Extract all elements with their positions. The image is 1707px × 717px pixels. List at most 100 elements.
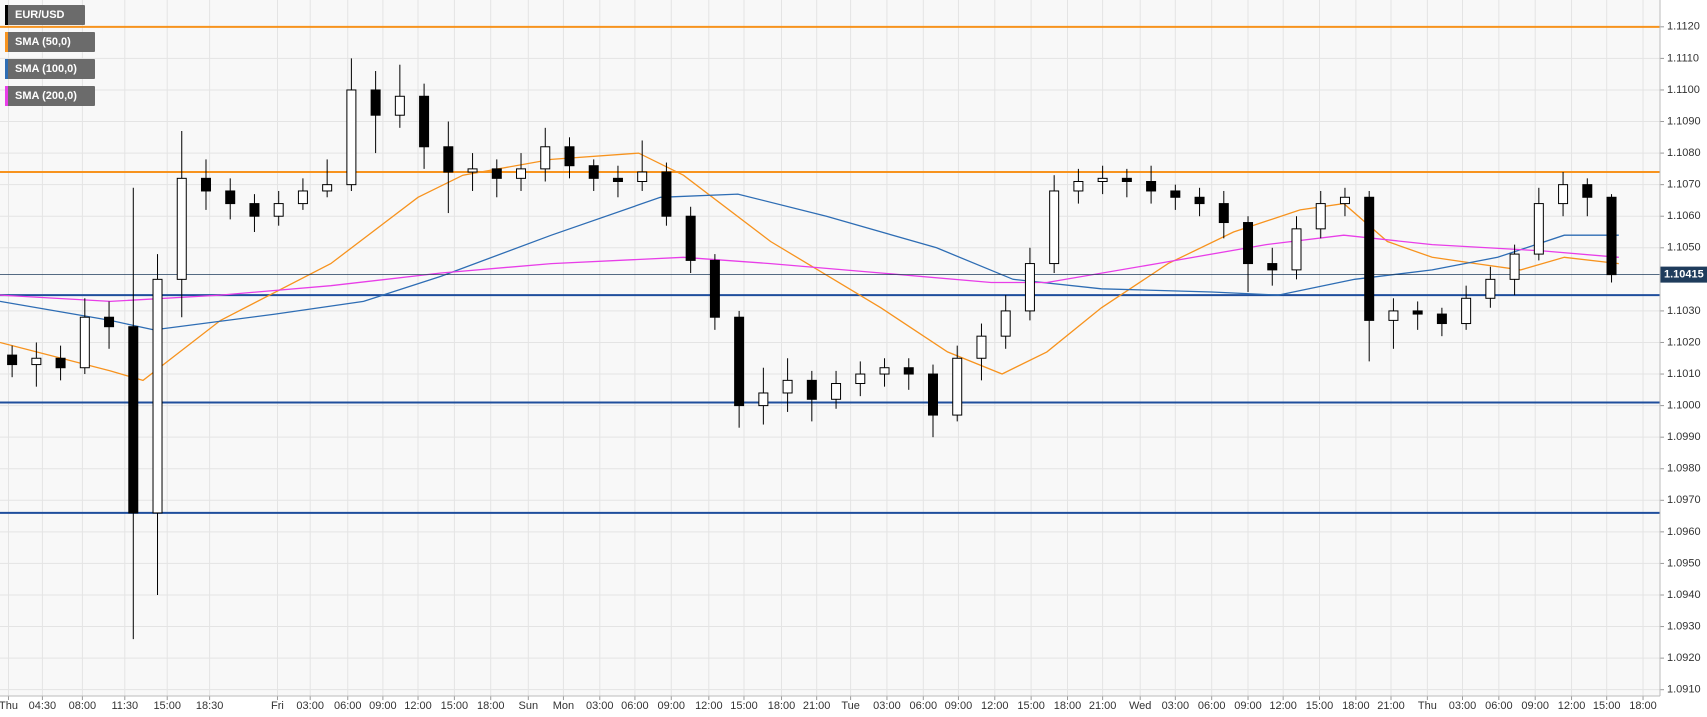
- x-tick-label: Thu: [0, 700, 18, 712]
- candle-body: [1509, 253, 1520, 280]
- x-tick-label: Wed: [1129, 700, 1151, 712]
- x-tick-label: 15:00: [1593, 700, 1621, 712]
- x-tick-label: 06:00: [1485, 700, 1513, 712]
- legend-swatch: [5, 5, 8, 25]
- x-tick-label: 06:00: [621, 700, 649, 712]
- x-tick-label: 15:00: [1017, 700, 1045, 712]
- x-tick-label: 18:30: [196, 700, 224, 712]
- candle-body: [1097, 177, 1108, 182]
- candle-body: [7, 354, 18, 366]
- legend-box: [5, 32, 95, 52]
- candle-body: [782, 379, 793, 394]
- x-tick-label: 15:00: [1306, 700, 1334, 712]
- x-tick-label: 04:30: [29, 700, 57, 712]
- candle-body: [952, 357, 963, 416]
- candle-body: [1606, 196, 1617, 276]
- candle-body: [1218, 203, 1229, 224]
- x-tick-label: 18:00: [1054, 700, 1082, 712]
- candle-body: [55, 357, 66, 369]
- candle-body: [1315, 203, 1326, 230]
- x-tick-label: 06:00: [334, 700, 362, 712]
- y-tick-label: 1.1000: [1667, 400, 1701, 412]
- candle-body: [612, 177, 623, 182]
- legend-swatch: [5, 86, 8, 106]
- candle-body: [249, 203, 260, 217]
- last-price-box: [1660, 266, 1707, 283]
- candle-body: [1267, 263, 1278, 271]
- x-tick-label: 18:00: [1629, 700, 1657, 712]
- candle-body: [1339, 196, 1350, 205]
- candle-body: [588, 165, 599, 179]
- y-tick-label: 1.1120: [1667, 21, 1700, 33]
- candle-body: [516, 168, 527, 179]
- candle-body: [734, 316, 745, 407]
- candle-body: [879, 367, 890, 375]
- legend: EUR/USD SMA (50,0) SMA (100,0) SMA (200,0): [5, 5, 95, 106]
- candle-body: [855, 373, 866, 385]
- grid: [0, 0, 1660, 696]
- x-tick-label: 06:00: [910, 700, 938, 712]
- x-tick-label: 18:00: [1342, 700, 1370, 712]
- x-tick-label: 03:00: [1162, 700, 1190, 712]
- legend-box: [5, 59, 95, 79]
- x-tick-label: 12:00: [981, 700, 1009, 712]
- x-tick-label: 03:00: [586, 700, 614, 712]
- candle-body: [176, 177, 187, 280]
- candle-body: [1412, 310, 1423, 315]
- legend-box: [5, 86, 95, 106]
- x-tick-label: 09:00: [945, 700, 973, 712]
- candle-body: [1194, 196, 1205, 205]
- x-tick-label: 15:00: [730, 700, 758, 712]
- candle-body: [79, 316, 90, 369]
- x-tick-label: 09:00: [1234, 700, 1262, 712]
- x-tick-label: 12:00: [404, 700, 432, 712]
- x-tick-label: 18:00: [768, 700, 796, 712]
- x-tick-label: 15:00: [441, 700, 469, 712]
- candle-body: [200, 177, 211, 192]
- candle-body: [322, 184, 333, 192]
- candle-body: [831, 383, 842, 400]
- x-tick-label: 09:00: [369, 700, 397, 712]
- x-tick-label: 12:00: [1269, 700, 1297, 712]
- candle-body: [1049, 190, 1060, 265]
- candle-body: [273, 203, 284, 217]
- candle-body: [1243, 222, 1254, 265]
- candle-body: [1533, 203, 1544, 255]
- legend-label: SMA (100,0): [15, 63, 77, 75]
- candle-body: [903, 367, 914, 375]
- legend-box: [5, 5, 85, 25]
- x-tick-label: 21:00: [1089, 700, 1117, 712]
- x-tick-label: 03:00: [1449, 700, 1477, 712]
- candle-body: [1436, 313, 1447, 325]
- candle-body: [346, 89, 357, 186]
- legend-swatch: [5, 32, 8, 52]
- x-tick-label: 21:00: [1377, 700, 1405, 712]
- candle-body: [1364, 196, 1375, 321]
- candle-body: [394, 95, 405, 116]
- y-tick-label: 1.0980: [1667, 463, 1701, 475]
- candle-body: [564, 146, 575, 167]
- candles: [0, 58, 1660, 640]
- x-tick-label: 11:30: [111, 700, 138, 712]
- y-tick-label: 1.1030: [1667, 305, 1701, 317]
- candle-body: [806, 379, 817, 400]
- candle-body: [1000, 310, 1011, 337]
- candle-body: [976, 335, 987, 359]
- candle-body: [1146, 180, 1157, 192]
- y-tick-label: 1.0910: [1667, 684, 1701, 696]
- candle-body: [1461, 297, 1472, 325]
- x-tick-label: Thu: [1418, 700, 1437, 712]
- x-tick-label: 09:00: [658, 700, 686, 712]
- y-tick-label: 1.1100: [1667, 84, 1700, 96]
- x-tick-label: 18:00: [477, 700, 505, 712]
- candle-body: [225, 190, 236, 205]
- candle-body: [637, 171, 648, 182]
- y-tick-label: 1.0990: [1667, 431, 1701, 443]
- candle-body: [1073, 180, 1084, 192]
- y-tick-label: 1.0920: [1667, 652, 1701, 664]
- levels: [0, 25, 1660, 514]
- candle-body: [661, 171, 672, 217]
- axes: 1.0910 1.0920 1.0930 1.0940 1.0950 1.0960 1.09…: [0, 21, 1707, 712]
- y-tick-label: 1.0930: [1667, 620, 1701, 632]
